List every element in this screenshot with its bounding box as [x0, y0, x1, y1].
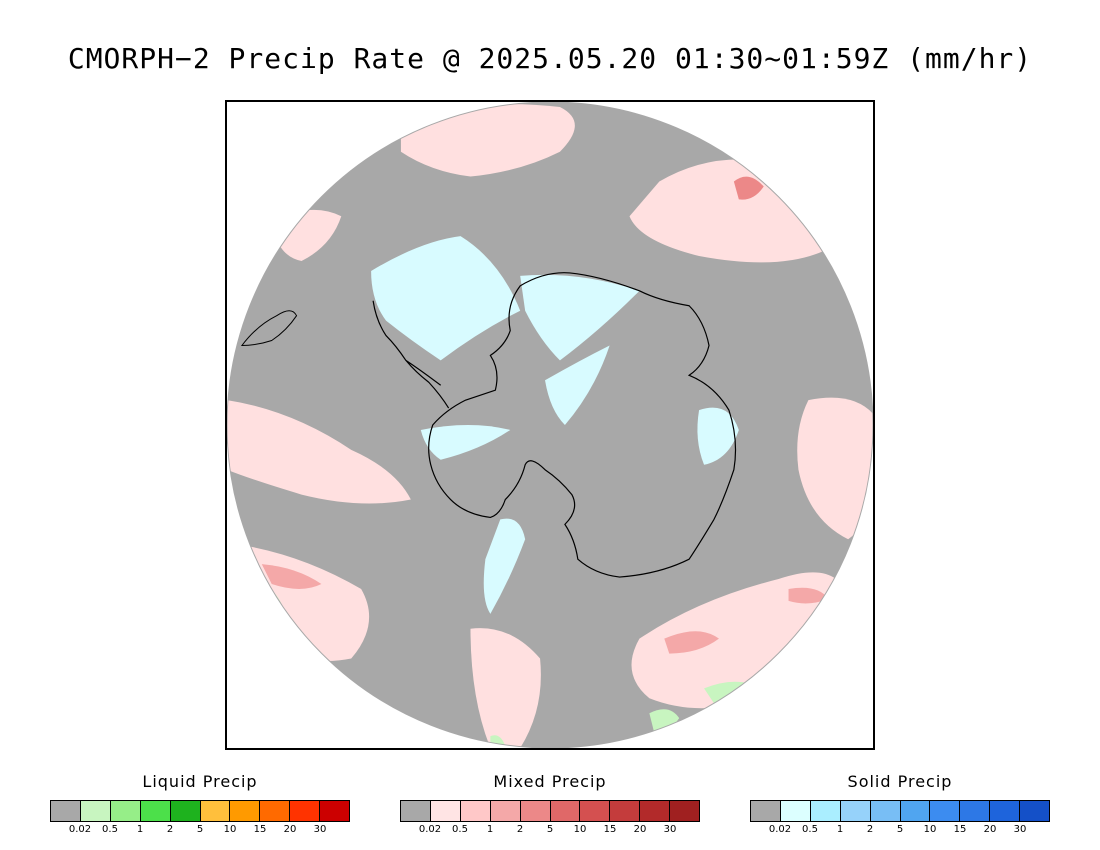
mixed-precip-region-east [797, 397, 873, 540]
legend-tick-liquid-5: 10 [223, 824, 237, 835]
mixed-precip-region-west [227, 400, 411, 504]
legend-tick-solid-2: 1 [836, 824, 844, 835]
solid-precip-region-wedge [545, 345, 610, 425]
solid-precip-region-interior [520, 274, 640, 361]
legend-tick-mixed-5: 10 [573, 824, 587, 835]
legend-swatch-mixed-5 [550, 801, 581, 821]
legend-tick-liquid-6: 15 [253, 824, 267, 835]
antarctica-coastline [428, 272, 737, 578]
legend-swatch-mixed-7 [610, 801, 641, 821]
legend-tick-solid-8: 30 [1013, 824, 1027, 835]
map-frame [225, 100, 875, 750]
legend-swatch-mixed-3 [490, 801, 521, 821]
legend-tick-liquid-4: 5 [196, 824, 204, 835]
legend-swatch-solid-2 [810, 801, 841, 821]
liquid-precip-region-south [649, 709, 680, 734]
legend-swatch-solid-1 [780, 801, 811, 821]
solid-precip-region-south-streak [483, 518, 526, 614]
legend-swatch-liquid-0 [51, 801, 81, 821]
legend-swatch-liquid-6 [230, 801, 261, 821]
legend-swatch-solid-6 [930, 801, 961, 821]
legend-bar-mixed [400, 800, 700, 822]
mixed-precip-heavy-northeast [733, 176, 764, 200]
legend-swatch-mixed-0 [401, 801, 431, 821]
legend-swatch-liquid-7 [260, 801, 291, 821]
legend-tick-liquid-0: 0.02 [68, 824, 92, 835]
map-title: CMORPH−2 Precip Rate @ 2025.05.20 01:30~… [67, 42, 1033, 75]
mixed-precip-region-north [400, 104, 575, 177]
legend-swatch-solid-8 [990, 801, 1021, 821]
legend-swatch-liquid-2 [110, 801, 141, 821]
legend-tick-solid-3: 2 [866, 824, 874, 835]
liquid-precip-region-southeast [704, 681, 749, 704]
mixed-precip-heavy-southwest [261, 564, 322, 589]
legend-tick-solid-4: 5 [896, 824, 904, 835]
precip-map [227, 102, 873, 748]
legend-tick-mixed-4: 5 [546, 824, 554, 835]
legend-tick-solid-6: 15 [953, 824, 967, 835]
legend-swatch-liquid-4 [170, 801, 201, 821]
legend-title-liquid: Liquid Precip [142, 772, 258, 791]
legend-solid: Solid Precip 0.02 0.5 1 2 5 10 15 20 30 [750, 772, 1050, 838]
mixed-precip-region-south [470, 628, 541, 748]
legend-title-solid: Solid Precip [847, 772, 953, 791]
legend-swatch-mixed-6 [580, 801, 611, 821]
mixed-precip-heavy-east [788, 587, 829, 604]
legend-swatch-liquid-9 [320, 801, 350, 821]
legend-bar-solid [750, 800, 1050, 822]
legend-swatch-solid-9 [1020, 801, 1050, 821]
legend-swatch-mixed-1 [430, 801, 461, 821]
south-america-tip-coastline [240, 310, 298, 346]
legend-liquid: Liquid Precip 0.02 0.5 1 2 5 10 15 20 30 [50, 772, 350, 838]
legend-tick-solid-1: 0.5 [802, 824, 818, 835]
legend-tick-mixed-6: 15 [603, 824, 617, 835]
legend-tick-liquid-3: 2 [166, 824, 174, 835]
legend-swatch-liquid-3 [140, 801, 171, 821]
legend-tick-liquid-1: 0.5 [102, 824, 118, 835]
legend-swatch-solid-5 [900, 801, 931, 821]
legend-tick-mixed-2: 1 [486, 824, 494, 835]
solid-precip-region-peninsula [371, 236, 521, 361]
legend-tick-mixed-8: 30 [663, 824, 677, 835]
legend-bar-liquid [50, 800, 350, 822]
legend-swatch-mixed-9 [670, 801, 700, 821]
legend-swatch-mixed-4 [520, 801, 551, 821]
legend-swatch-mixed-2 [460, 801, 491, 821]
legend-tick-mixed-3: 2 [516, 824, 524, 835]
legend-swatch-liquid-8 [290, 801, 321, 821]
antarctic-peninsula-coastline [372, 300, 450, 409]
legend-mixed: Mixed Precip 0.02 0.5 1 2 5 10 15 20 30 [400, 772, 700, 838]
legend-swatch-solid-0 [751, 801, 781, 821]
legend-tick-liquid-7: 20 [283, 824, 297, 835]
legend-tick-solid-7: 20 [983, 824, 997, 835]
legend-title-mixed: Mixed Precip [493, 772, 607, 791]
legend-ticks-solid: 0.02 0.5 1 2 5 10 15 20 30 [750, 824, 1050, 838]
legend-tick-solid-5: 10 [923, 824, 937, 835]
legend-tick-mixed-1: 0.5 [452, 824, 468, 835]
legend-swatch-liquid-1 [80, 801, 111, 821]
legend-tick-liquid-2: 1 [136, 824, 144, 835]
legend-swatch-liquid-5 [200, 801, 231, 821]
legend-tick-liquid-8: 30 [313, 824, 327, 835]
legend-tick-mixed-7: 20 [633, 824, 647, 835]
legend-swatch-solid-7 [960, 801, 991, 821]
legend-swatch-solid-4 [870, 801, 901, 821]
legend-tick-solid-0: 0.02 [768, 824, 792, 835]
solid-precip-region-east-coast [697, 407, 739, 465]
mixed-precip-region-southeast [631, 572, 849, 709]
solid-precip-region-ross [420, 425, 511, 460]
legend-swatch-mixed-8 [640, 801, 671, 821]
legend-swatch-solid-3 [840, 801, 871, 821]
mixed-precip-heavy-southeast [664, 631, 719, 654]
legend-ticks-mixed: 0.02 0.5 1 2 5 10 15 20 30 [400, 824, 700, 838]
legend-tick-mixed-0: 0.02 [418, 824, 442, 835]
legend-ticks-liquid: 0.02 0.5 1 2 5 10 15 20 30 [50, 824, 350, 838]
